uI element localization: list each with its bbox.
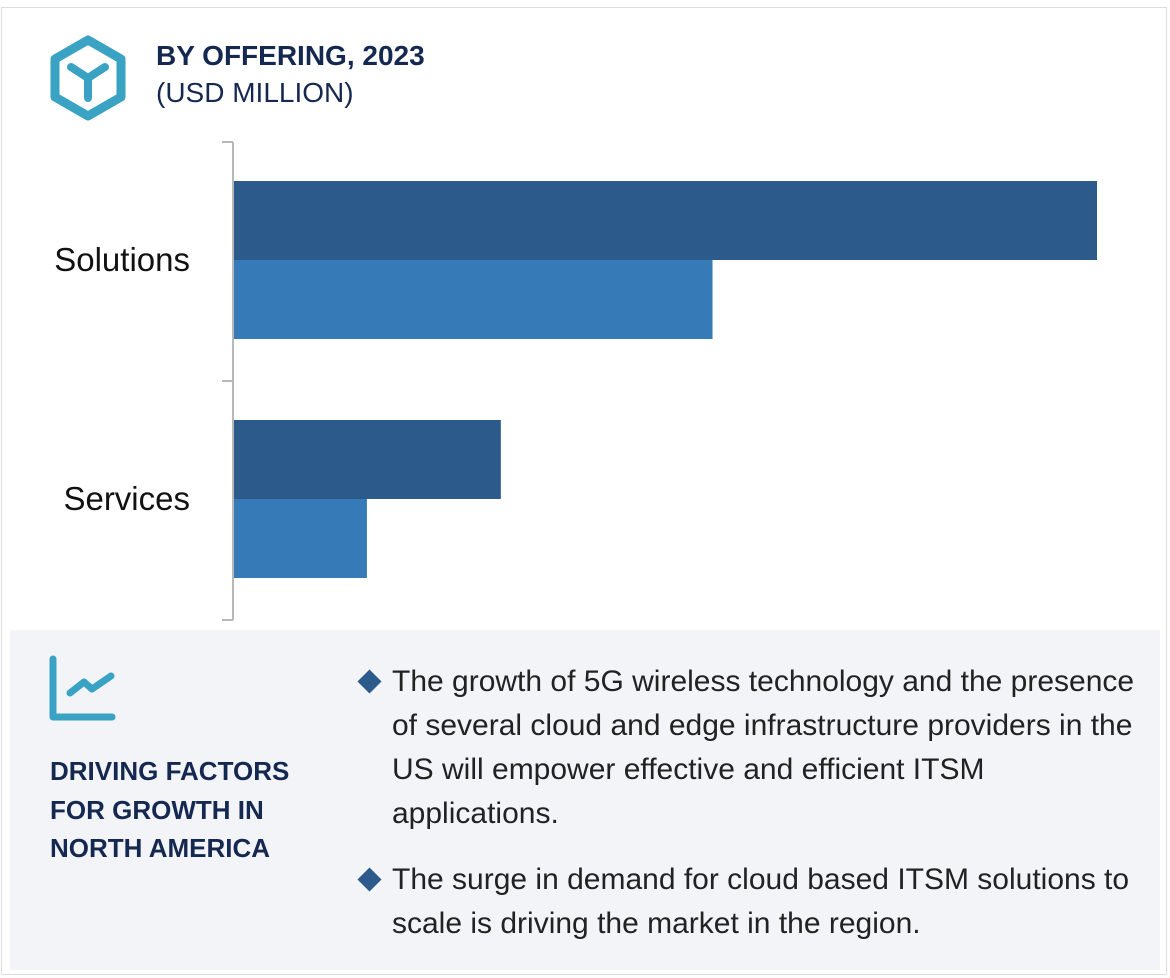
trend-chart-icon: [49, 655, 116, 721]
driving-factors-panel: [10, 630, 1160, 970]
chart-subtitle: (USD MILLION): [156, 77, 354, 108]
driving-factor-text: The surge in demand for cloud based ITSM…: [392, 863, 1130, 940]
category-label: Solutions: [54, 241, 190, 278]
bar-services-series-2: [233, 499, 367, 578]
bar-chart: Solutions Services: [54, 141, 1097, 621]
bar-services-series-1: [233, 420, 501, 499]
driving-factor-item: The surge in demand for cloud based ITSM…: [357, 858, 1148, 946]
driving-factors-list: The growth of 5G wireless technology and…: [357, 660, 1148, 968]
driving-factor-item: The growth of 5G wireless technology and…: [357, 660, 1148, 836]
driving-factors-title: DRIVING FACTORS FOR GROWTH IN NORTH AMER…: [50, 756, 290, 863]
bar-solutions-series-1: [233, 181, 1097, 260]
hexagon-y-icon: [50, 35, 126, 121]
category-label: Services: [63, 480, 190, 517]
diamond-bullet-icon: [357, 867, 382, 892]
chart-title: BY OFFERING, 2023: [156, 40, 425, 71]
driving-factor-text: The growth of 5G wireless technology and…: [392, 665, 1135, 830]
bar-solutions-series-2: [233, 260, 713, 339]
diamond-bullet-icon: [357, 669, 382, 694]
